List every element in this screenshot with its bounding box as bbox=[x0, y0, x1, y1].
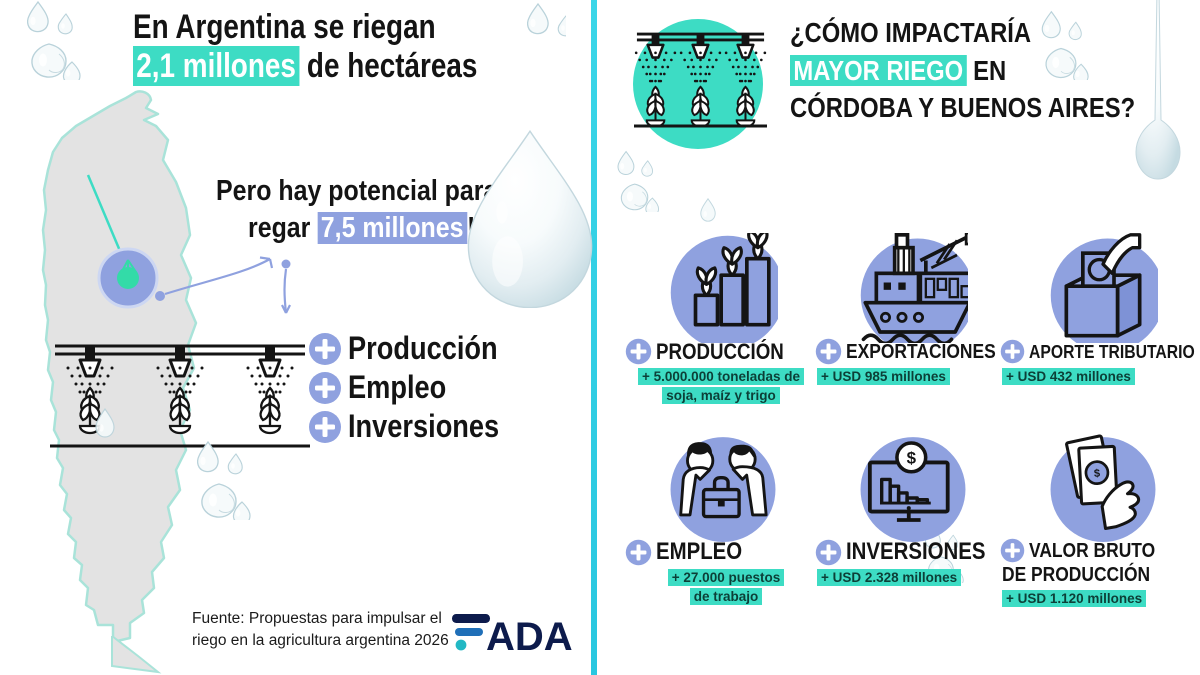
svg-text:ADA: ADA bbox=[486, 615, 573, 658]
